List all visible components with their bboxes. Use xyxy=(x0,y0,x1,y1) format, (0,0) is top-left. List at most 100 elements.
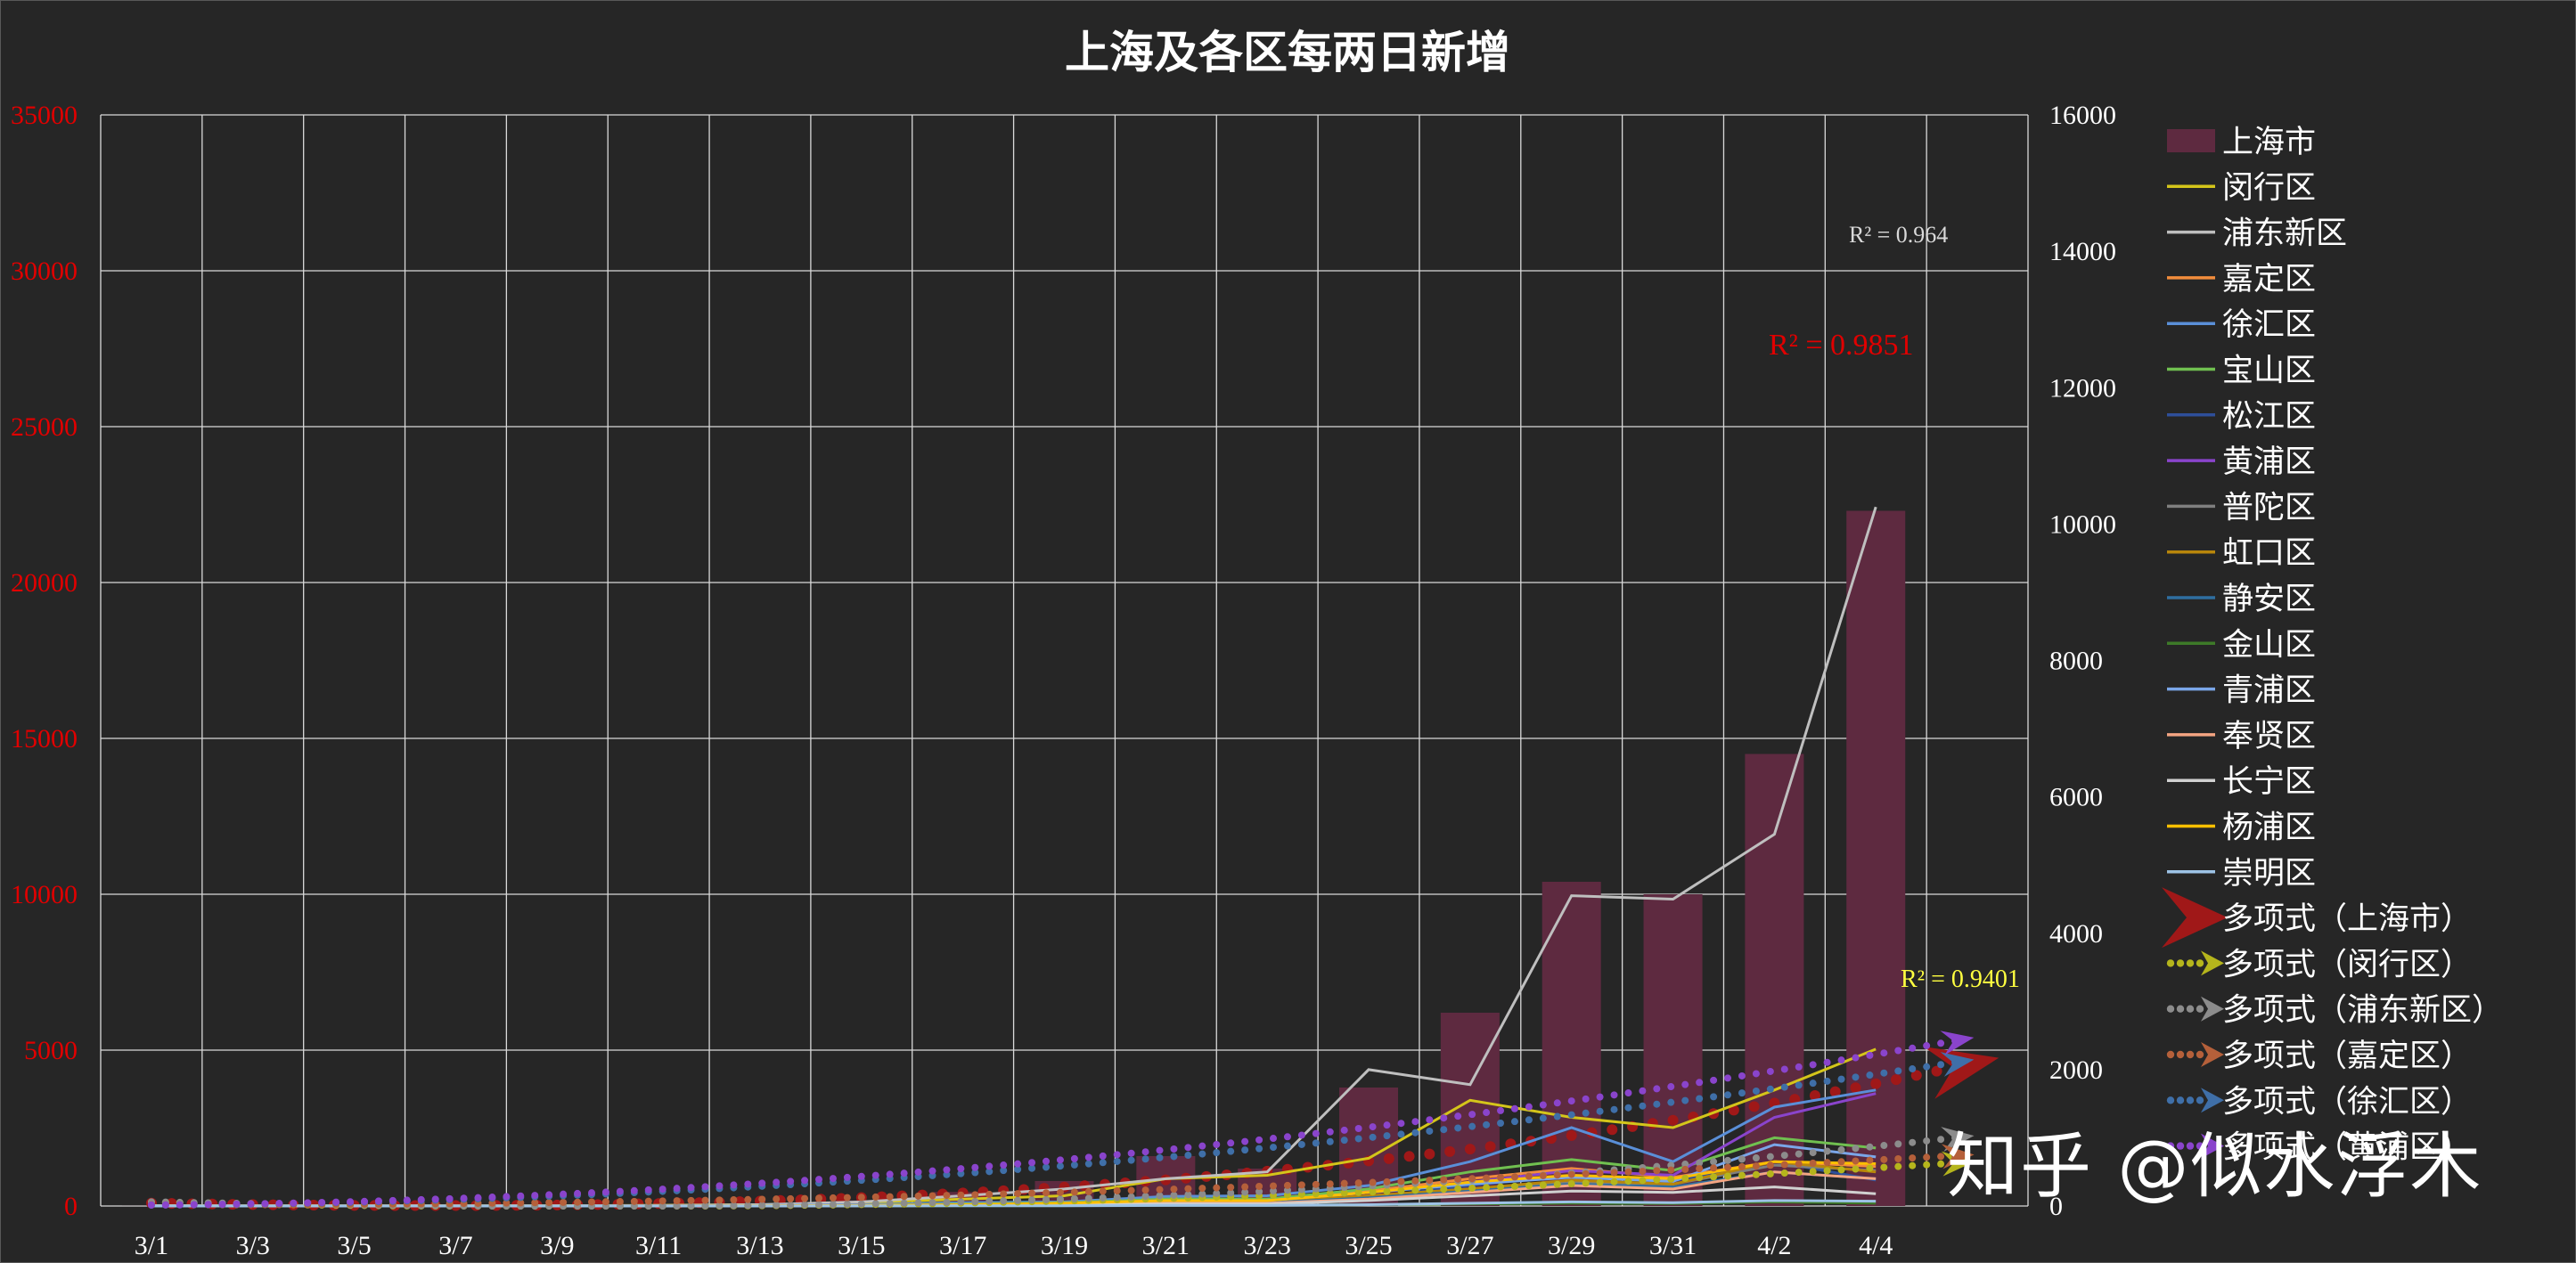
trend-dot xyxy=(1184,1185,1192,1193)
trend-dot xyxy=(985,1168,994,1176)
trend-dot xyxy=(1340,1126,1348,1134)
trend-dot xyxy=(531,1192,539,1200)
trend-dot xyxy=(1923,1063,1931,1071)
trend-dot xyxy=(673,1202,681,1210)
trend-dot xyxy=(1909,1154,1917,1162)
trend-dot xyxy=(1270,1135,1278,1143)
trend-dot xyxy=(1837,1075,1845,1083)
trend-dot xyxy=(1553,1099,1561,1107)
trend-dot xyxy=(275,1200,283,1208)
x-tick-label: 3/11 xyxy=(635,1231,682,1260)
bar-series-shanghai xyxy=(121,510,1906,1206)
trend-dot xyxy=(1866,1156,1874,1164)
legend-label: 长宁区 xyxy=(2222,764,2316,800)
trend-dot xyxy=(1043,1189,1051,1197)
trend-dot xyxy=(1823,1147,1831,1155)
trend-dot xyxy=(1766,1153,1774,1161)
legend-label: 青浦区 xyxy=(2222,673,2316,709)
trend-dot xyxy=(1780,1065,1788,1073)
trend-dot xyxy=(1639,1087,1647,1095)
trend-dot xyxy=(1696,1079,1704,1087)
trend-dot xyxy=(1403,1151,1415,1162)
trend-dot xyxy=(1426,1186,1434,1194)
trend-dot xyxy=(843,1200,851,1208)
trend-dot xyxy=(971,1169,979,1177)
trend-dot xyxy=(374,1197,382,1205)
trend-dot xyxy=(1483,1109,1491,1117)
trend-dot xyxy=(1510,1104,1518,1112)
y-left-tick-label: 25000 xyxy=(11,412,78,442)
trend-dot xyxy=(1483,1120,1491,1129)
legend-swatch-dot xyxy=(2176,1142,2185,1150)
legend-label: 浦东新区 xyxy=(2222,216,2347,252)
trend-dot xyxy=(1823,1077,1831,1085)
gridlines xyxy=(100,114,2029,1207)
trend-dot xyxy=(1113,1194,1121,1202)
trend-dot xyxy=(1937,1160,1945,1168)
y-right-tick-label: 12000 xyxy=(2049,373,2116,403)
trend-dot xyxy=(1198,1150,1206,1158)
trend-dot xyxy=(1937,1061,1945,1069)
trend-dot xyxy=(1667,1114,1679,1126)
trend-dot xyxy=(1369,1178,1377,1186)
trend-dot xyxy=(687,1196,695,1204)
legend-label: 黄浦区 xyxy=(2222,444,2316,480)
chart-title: 上海及各区每两日新增 xyxy=(1065,27,1510,78)
trend-dot xyxy=(1411,1186,1419,1194)
trend-dot xyxy=(1113,1157,1121,1165)
trend-dot xyxy=(1596,1178,1604,1186)
trend-dot xyxy=(1444,1145,1456,1157)
x-tick-label: 3/29 xyxy=(1548,1231,1595,1260)
trend-dot xyxy=(1596,1107,1604,1115)
legend-label: 多项式（黄浦区） xyxy=(2222,1130,2472,1166)
trend-dot xyxy=(900,1169,908,1177)
trend-dot xyxy=(1539,1181,1547,1189)
trend-dot xyxy=(857,1194,865,1202)
trend-dot xyxy=(1837,1145,1845,1153)
trend-dot xyxy=(1780,1169,1788,1177)
trend-dot xyxy=(1297,1140,1305,1148)
trend-dot xyxy=(1170,1145,1178,1153)
legend-label: 金山区 xyxy=(2222,627,2316,663)
trend-dot xyxy=(886,1193,894,1201)
y-left-tick-label: 10000 xyxy=(11,880,78,909)
trend-dot xyxy=(1696,1159,1704,1167)
trend-dot xyxy=(1440,1114,1448,1122)
trend-dot xyxy=(644,1186,652,1194)
x-tick-label: 3/27 xyxy=(1446,1231,1493,1260)
trend-dot xyxy=(744,1202,752,1210)
legend-swatch-arrow xyxy=(2201,1088,2224,1113)
trend-dot xyxy=(1553,1171,1561,1179)
trend-dot xyxy=(446,1194,454,1202)
trend-dot xyxy=(1582,1095,1590,1103)
trend-dot xyxy=(1241,1146,1249,1154)
trend-dot xyxy=(871,1200,879,1208)
trend-dot xyxy=(1028,1159,1036,1167)
trend-dot xyxy=(1724,1163,1732,1171)
trend-dot xyxy=(1510,1118,1518,1126)
trend-dot xyxy=(1766,1067,1774,1075)
trend-dot xyxy=(1454,1175,1462,1183)
trend-dot xyxy=(1639,1102,1647,1110)
trend-dot xyxy=(1028,1164,1036,1172)
legend-label: 奉贤区 xyxy=(2222,719,2316,754)
legend-label: 静安区 xyxy=(2222,582,2316,617)
trend-dot xyxy=(1852,1165,1860,1173)
trend-dot xyxy=(1937,1153,1945,1161)
trend-dot xyxy=(545,1199,553,1207)
trend-dot xyxy=(388,1196,397,1204)
r2-label: R² = 0.964 xyxy=(1849,222,1948,248)
trend-dot xyxy=(1070,1154,1078,1162)
trend-dot xyxy=(587,1198,595,1206)
trend-dot xyxy=(1894,1154,1902,1162)
y-right-tick-label: 6000 xyxy=(2049,783,2103,812)
trend-dot xyxy=(1653,1085,1661,1093)
x-tick-label: 3/19 xyxy=(1041,1231,1088,1260)
trend-dot xyxy=(1014,1190,1022,1198)
trend-dot xyxy=(1454,1124,1462,1132)
trend-dot xyxy=(1923,1137,1931,1145)
trend-dot xyxy=(304,1199,312,1207)
trend-dot xyxy=(545,1191,553,1199)
trend-dot xyxy=(985,1197,994,1205)
